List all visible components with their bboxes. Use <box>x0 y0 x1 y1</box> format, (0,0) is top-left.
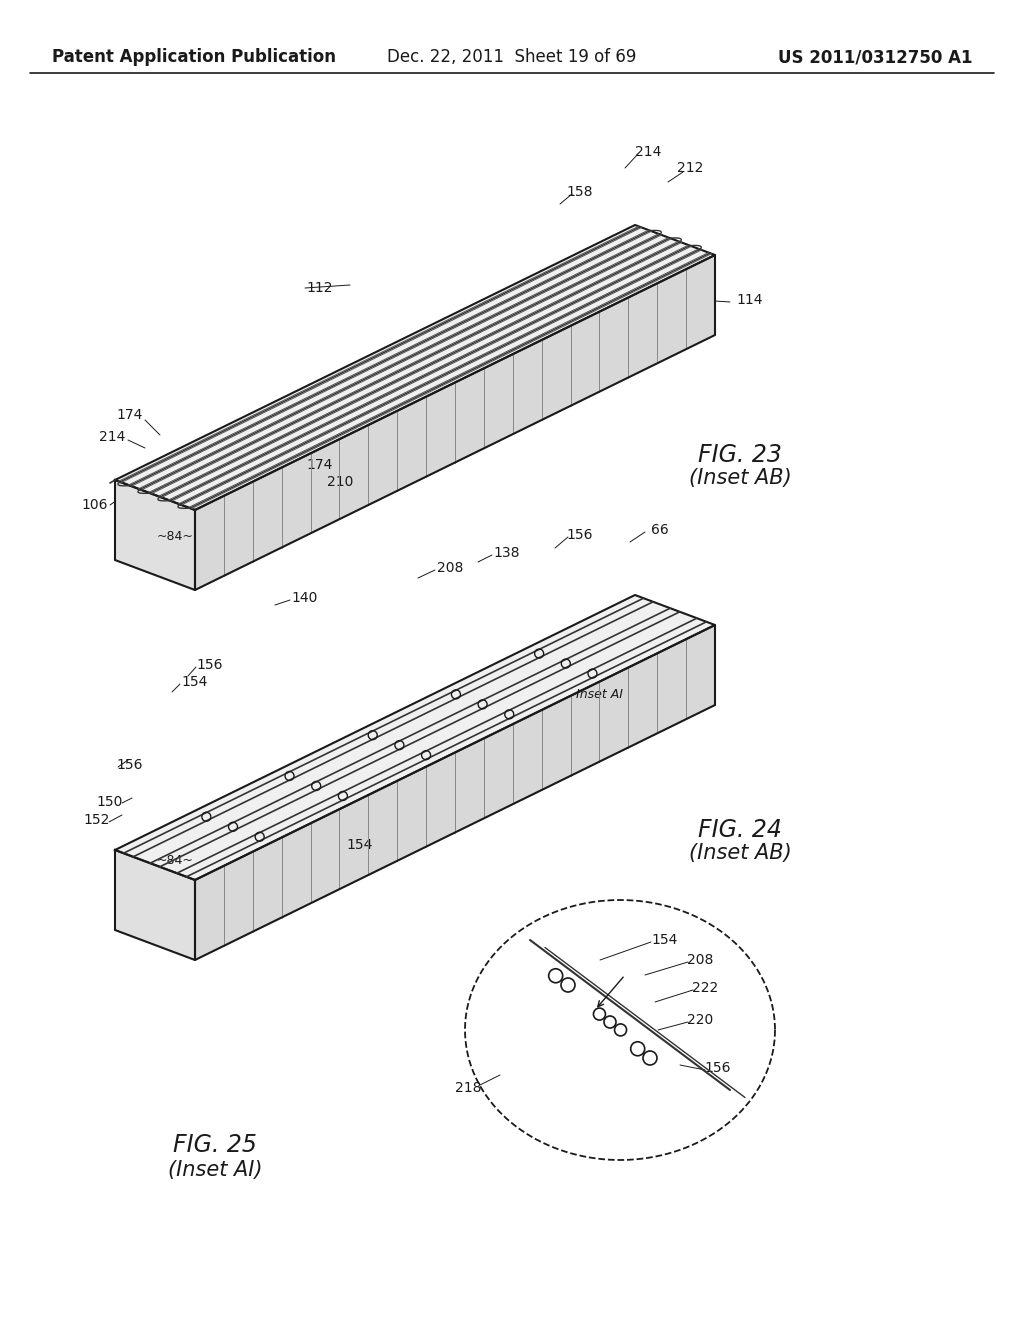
Text: 156: 156 <box>197 657 223 672</box>
Text: FIG. 25: FIG. 25 <box>173 1133 257 1158</box>
Text: 150: 150 <box>97 795 123 809</box>
Text: 214: 214 <box>98 430 125 444</box>
Text: ~84~: ~84~ <box>157 854 194 866</box>
Text: 208: 208 <box>437 561 463 576</box>
Text: 66: 66 <box>651 523 669 537</box>
Text: Dec. 22, 2011  Sheet 19 of 69: Dec. 22, 2011 Sheet 19 of 69 <box>387 48 637 66</box>
Text: Patent Application Publication: Patent Application Publication <box>52 48 336 66</box>
Text: 112: 112 <box>307 281 333 294</box>
Text: (Inset AB): (Inset AB) <box>688 469 792 488</box>
Text: 174: 174 <box>117 408 143 422</box>
Text: 140: 140 <box>292 591 318 605</box>
Text: (Inset AI): (Inset AI) <box>168 1160 262 1180</box>
Polygon shape <box>115 224 715 510</box>
Text: FIG. 23: FIG. 23 <box>698 444 782 467</box>
Text: 156: 156 <box>117 758 143 772</box>
Polygon shape <box>195 624 715 960</box>
Text: 214: 214 <box>635 145 662 158</box>
Text: 154: 154 <box>347 838 373 851</box>
Text: 210: 210 <box>327 475 353 488</box>
Text: 174: 174 <box>307 458 333 473</box>
Polygon shape <box>115 850 195 960</box>
Text: FIG. 24: FIG. 24 <box>698 818 782 842</box>
Text: 158: 158 <box>566 185 593 199</box>
Text: 156: 156 <box>705 1061 731 1074</box>
Polygon shape <box>195 255 715 590</box>
Text: 106: 106 <box>82 498 109 512</box>
Polygon shape <box>115 595 715 880</box>
Text: 154: 154 <box>182 675 208 689</box>
Text: 220: 220 <box>687 1012 713 1027</box>
Polygon shape <box>115 480 195 590</box>
Text: US 2011/0312750 A1: US 2011/0312750 A1 <box>777 48 972 66</box>
Text: 212: 212 <box>677 161 703 176</box>
Text: ~84~: ~84~ <box>157 531 194 544</box>
Text: (Inset AB): (Inset AB) <box>688 843 792 863</box>
Text: Inset AI: Inset AI <box>577 689 624 701</box>
Text: 218: 218 <box>455 1081 481 1096</box>
Text: 222: 222 <box>692 981 718 995</box>
Text: 138: 138 <box>494 546 520 560</box>
Text: 152: 152 <box>84 813 111 828</box>
Text: 208: 208 <box>687 953 713 968</box>
Text: 114: 114 <box>736 293 763 308</box>
Text: 154: 154 <box>652 933 678 946</box>
Text: 156: 156 <box>566 528 593 543</box>
